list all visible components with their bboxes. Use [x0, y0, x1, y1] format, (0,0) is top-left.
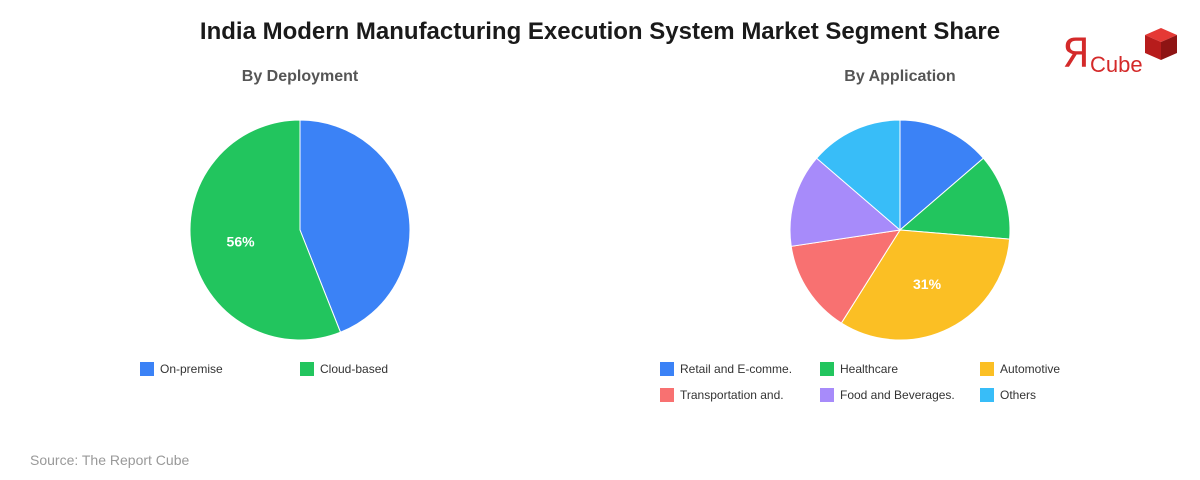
pie-slice-retail-and-e-comme: [899, 119, 985, 232]
legend-label: Cloud-based: [320, 362, 389, 376]
application-pie-chart: 31%: [789, 119, 1011, 341]
legend-swatch: [140, 362, 154, 376]
legend-swatch: [980, 388, 994, 402]
legend-item-on-premise: On-premise: [140, 361, 223, 377]
pie-slice-transportation-and: [790, 229, 902, 324]
legend-item-food-beverages: Food and Beverages.: [820, 387, 955, 403]
legend-swatch: [820, 388, 834, 402]
legend-swatch: [660, 388, 674, 402]
deployment-pie-chart: 56%: [189, 119, 411, 341]
report-cube-logo: Я Cube: [1060, 26, 1185, 81]
legend-label: Others: [1000, 388, 1037, 402]
logo-text: Cube: [1090, 52, 1143, 77]
legend-label: Automotive: [1000, 362, 1061, 376]
page-title: India Modern Manufacturing Execution Sys…: [199, 18, 1001, 45]
legend-swatch: [300, 362, 314, 376]
legend-label: Healthcare: [840, 362, 899, 376]
pie-data-label: 56%: [227, 233, 256, 249]
legend-item-cloud-based: Cloud-based: [300, 361, 388, 377]
legend-label: Food and Beverages.: [840, 388, 955, 402]
cube-icon: [1145, 28, 1177, 60]
pie-slice-food-and-beverages: [789, 157, 902, 247]
source-note: Source: The Report Cube: [30, 452, 190, 468]
pie-slice-on-premise: [299, 119, 411, 333]
legend-label: Retail and E-comme.: [680, 362, 793, 376]
legend-item-healthcare: Healthcare: [820, 361, 898, 377]
legend-swatch: [980, 362, 994, 376]
legend-label: Transportation and.: [680, 388, 784, 402]
legend-item-retail: Retail and E-comme.: [660, 361, 792, 377]
logo-letter: Я: [1062, 31, 1090, 77]
legend-swatch: [660, 362, 674, 376]
pie-slice-healthcare: [898, 157, 1011, 240]
legend-item-others: Others: [980, 387, 1036, 403]
legend-item-automotive: Automotive: [980, 361, 1060, 377]
application-chart-title: By Application: [844, 68, 956, 85]
pie-data-label: 31%: [913, 276, 942, 292]
pie-slice-cloud-based: [189, 119, 342, 341]
legend-item-transportation: Transportation and.: [660, 387, 784, 403]
legend-label: On-premise: [160, 362, 223, 376]
legend-swatch: [820, 362, 834, 376]
pie-slice-others: [815, 119, 901, 232]
pie-slice-automotive: [840, 229, 1011, 341]
deployment-chart-title: By Deployment: [241, 68, 359, 85]
